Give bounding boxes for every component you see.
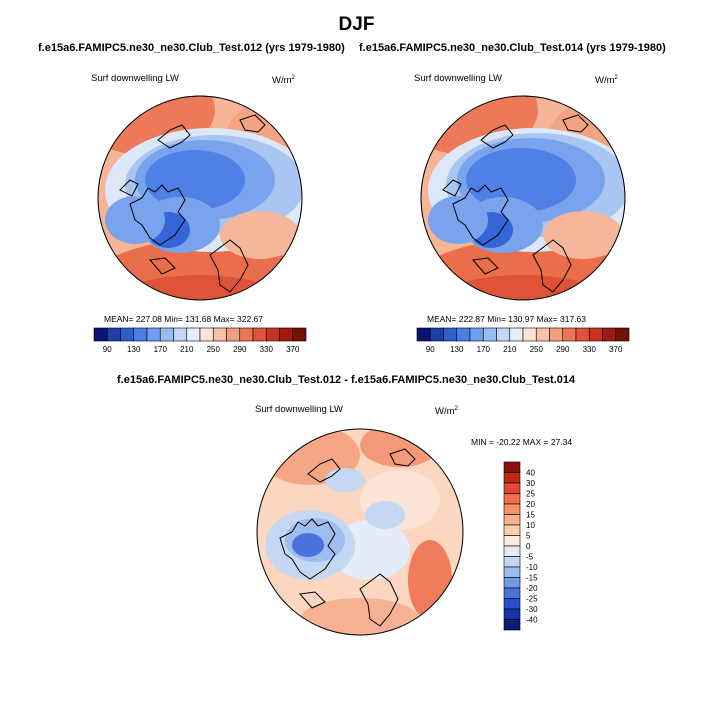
diff-colorbar-box [503, 598, 521, 610]
diff-colorbar-tick-label: -40 [526, 616, 538, 625]
left-polar-map [97, 95, 303, 301]
left-colorbar-box [265, 327, 280, 342]
left-units-label: W/m2 [272, 75, 295, 87]
right-colorbar-box [549, 327, 564, 342]
left-colorbar-box [279, 327, 294, 342]
right-colorbar-tick-label: 170 [477, 345, 491, 354]
diff-panel-title: f.e15a6.FAMIPC5.ne30_ne30.Club_Test.012 … [117, 374, 576, 386]
right-colorbar-box [429, 327, 444, 342]
right-colorbar-tick-label: 210 [503, 345, 517, 354]
right-colorbar-box [588, 327, 603, 342]
diff-colorbar-tick-label: -20 [526, 584, 538, 593]
diff-variable-label: Surf downwelling LW [255, 404, 344, 415]
right-colorbar-tick-label: 250 [530, 345, 544, 354]
left-colorbar-tick-label: 290 [233, 345, 247, 354]
diff-colorbar-box [503, 556, 521, 568]
diff-colorbar-box [503, 545, 521, 557]
left-colorbar-box [199, 327, 214, 342]
left-colorbar-tick-label: 90 [103, 345, 112, 354]
diff-colorbar-box [503, 535, 521, 547]
left-colorbar-box [226, 327, 241, 342]
diff-colorbar-tick-label: -15 [526, 574, 538, 583]
left-colorbar-tick-label: 170 [154, 345, 168, 354]
diff-colorbar-box [503, 503, 521, 515]
diff-colorbar-tick-label: 0 [526, 542, 531, 551]
left-colorbar-tick-label: 330 [260, 345, 274, 354]
right-stats-text: MEAN= 222.87 Min= 130.97 Max= 317.63 [427, 314, 587, 324]
diff-colorbar-tick-label: 10 [526, 521, 535, 530]
left-colorbar-box [252, 327, 267, 342]
right-colorbar: 90 130 170 210 250 290 330 370 [416, 327, 630, 354]
right-colorbar-box [456, 327, 471, 342]
diff-colorbar-box [503, 493, 521, 505]
left-colorbar-box [173, 327, 188, 342]
right-colorbar-box [482, 327, 497, 342]
diff-colorbar-tick-label: -5 [526, 553, 534, 562]
diff-colorbar-box [503, 577, 521, 589]
diff-colorbar-tick-label: 5 [526, 532, 531, 541]
right-variable-label: Surf downwelling LW [414, 73, 503, 84]
right-colorbar-box [416, 327, 431, 342]
right-colorbar-box [562, 327, 577, 342]
right-colorbar-tick-label: 290 [556, 345, 570, 354]
diff-colorbar-box [503, 482, 521, 494]
right-polar-map [420, 95, 626, 301]
left-colorbar: 90 130 170 210 250 290 330 370 [93, 327, 307, 354]
diff-colorbar-tick-label: -25 [526, 595, 538, 604]
left-colorbar-tick-label: 370 [286, 345, 300, 354]
left-colorbar-box [292, 327, 307, 342]
right-units-label: W/m2 [595, 75, 618, 87]
diff-colorbar-tick-label: 20 [526, 500, 535, 509]
diff-colorbar-box [503, 472, 521, 484]
diff-polar-map [256, 428, 464, 636]
diff-colorbar-box [503, 566, 521, 578]
left-colorbar-tick-label: 130 [127, 345, 141, 354]
diff-colorbar-tick-label: 40 [526, 469, 535, 478]
left-colorbar-box [133, 327, 148, 342]
left-colorbar-box [146, 327, 161, 342]
diff-colorbar-tick-label: -10 [526, 563, 538, 572]
left-colorbar-box [93, 327, 108, 342]
diff-colorbar-box [503, 514, 521, 526]
left-colorbar-box [120, 327, 135, 342]
right-colorbar-box [496, 327, 511, 342]
left-colorbar-box [106, 327, 121, 342]
right-panel-subtitle: f.e15a6.FAMIPC5.ne30_ne30.Club_Test.014 … [359, 42, 666, 54]
diff-colorbar-tick-label: 30 [526, 479, 535, 488]
right-colorbar-box [509, 327, 524, 342]
diff-stats-text: MIN = -20.22 MAX = 27.34 [471, 437, 573, 447]
diff-colorbar-box [503, 608, 521, 620]
left-colorbar-box [239, 327, 254, 342]
left-colorbar-tick-label: 210 [180, 345, 194, 354]
left-colorbar-box [212, 327, 227, 342]
left-stats-text: MEAN= 227.08 Min= 131.68 Max= 322.67 [104, 314, 264, 324]
right-colorbar-tick-label: 130 [450, 345, 464, 354]
right-colorbar-box [575, 327, 590, 342]
left-colorbar-box [186, 327, 201, 342]
diff-colorbar-tick-label: 25 [526, 490, 535, 499]
diff-colorbar-tick-label: 15 [526, 511, 535, 520]
diff-colorbar-box [503, 461, 521, 473]
diff-colorbar-box [503, 524, 521, 536]
left-colorbar-tick-label: 250 [207, 345, 221, 354]
figure-title: DJF [338, 14, 375, 35]
right-colorbar-box [615, 327, 630, 342]
right-colorbar-box [535, 327, 550, 342]
diff-colorbar-box [503, 619, 521, 631]
right-colorbar-tick-label: 90 [426, 345, 435, 354]
left-colorbar-box [159, 327, 174, 342]
right-colorbar-tick-label: 330 [583, 345, 597, 354]
right-colorbar-box [443, 327, 458, 342]
left-panel-subtitle: f.e15a6.FAMIPC5.ne30_ne30.Club_Test.012 … [38, 42, 345, 54]
diff-units-label: W/m2 [435, 406, 458, 418]
diff-colorbar-tick-label: -30 [526, 605, 538, 614]
diff-colorbar-box [503, 587, 521, 599]
left-variable-label: Surf downwelling LW [91, 73, 180, 84]
right-colorbar-box [602, 327, 617, 342]
right-colorbar-box [522, 327, 537, 342]
right-colorbar-box [469, 327, 484, 342]
right-colorbar-tick-label: 370 [609, 345, 623, 354]
